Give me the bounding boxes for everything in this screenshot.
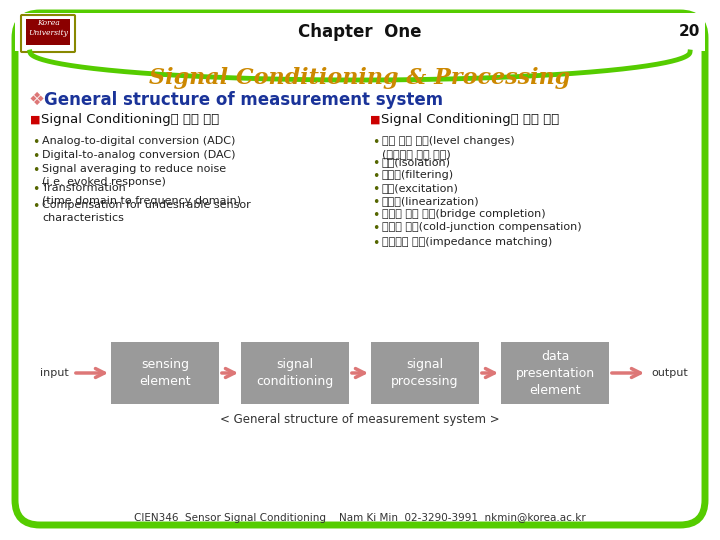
- Text: ■: ■: [30, 115, 40, 125]
- Text: •: •: [32, 183, 40, 196]
- Text: •: •: [372, 209, 379, 222]
- Text: 브리지 회로 완성(bridge completion): 브리지 회로 완성(bridge completion): [382, 209, 546, 219]
- Text: 신호 레벨 조정(level changes)
(신호증폭 또는 감소): 신호 레벨 조정(level changes) (신호증폭 또는 감소): [382, 136, 515, 159]
- Text: •: •: [372, 222, 379, 235]
- Text: 구동(excitation): 구동(excitation): [382, 183, 459, 193]
- FancyBboxPatch shape: [26, 19, 70, 45]
- Text: •: •: [32, 200, 40, 213]
- Text: Digital-to-analog conversion (DAC): Digital-to-analog conversion (DAC): [42, 150, 235, 160]
- Text: Chapter  One: Chapter One: [298, 23, 422, 41]
- Text: Korea
University: Korea University: [28, 19, 68, 37]
- Text: Signal averaging to reduce noise
(i.e. evoked response): Signal averaging to reduce noise (i.e. e…: [42, 164, 226, 187]
- Text: output: output: [651, 368, 688, 378]
- Text: Analog-to-digital conversion (ADC): Analog-to-digital conversion (ADC): [42, 136, 235, 146]
- Text: •: •: [372, 196, 379, 209]
- Text: Transformation
(time domain to frequency domain): Transformation (time domain to frequency…: [42, 183, 241, 206]
- Text: General structure of measurement system: General structure of measurement system: [44, 91, 443, 109]
- Text: 분리(isolation): 분리(isolation): [382, 157, 451, 167]
- Bar: [15, 13, 705, 51]
- Text: •: •: [372, 183, 379, 196]
- Text: 필터링(filtering): 필터링(filtering): [382, 170, 454, 180]
- FancyBboxPatch shape: [371, 342, 479, 404]
- FancyBboxPatch shape: [21, 15, 75, 52]
- FancyBboxPatch shape: [501, 342, 609, 404]
- Text: •: •: [372, 157, 379, 170]
- Text: CIEN346  Sensor Signal Conditioning    Nam Ki Min  02-3290-3991  nkmin@korea.ac.: CIEN346 Sensor Signal Conditioning Nam K…: [134, 513, 586, 523]
- Text: 20: 20: [679, 24, 700, 39]
- Text: signal
conditioning: signal conditioning: [256, 358, 333, 388]
- Text: ❖: ❖: [28, 91, 44, 109]
- Text: ■: ■: [370, 115, 380, 125]
- Text: •: •: [372, 237, 379, 250]
- Text: input: input: [40, 368, 69, 378]
- Text: 냉접점 보상(cold-junction compensation): 냉접점 보상(cold-junction compensation): [382, 222, 582, 232]
- Text: Signal Conditioning & Processing: Signal Conditioning & Processing: [149, 67, 571, 89]
- Text: 임피던스 정합(impedance matching): 임피던스 정합(impedance matching): [382, 237, 552, 247]
- Text: •: •: [372, 170, 379, 183]
- Text: signal
processing: signal processing: [391, 358, 459, 388]
- Text: •: •: [372, 136, 379, 149]
- Text: •: •: [32, 164, 40, 177]
- Text: 선형화(linearization): 선형화(linearization): [382, 196, 480, 206]
- Text: data
presentation
element: data presentation element: [516, 349, 595, 396]
- Text: sensing
element: sensing element: [139, 358, 191, 388]
- Text: •: •: [32, 136, 40, 149]
- FancyBboxPatch shape: [241, 342, 349, 404]
- Text: < General structure of measurement system >: < General structure of measurement syste…: [220, 414, 500, 427]
- Text: Compensation for undesirable sensor
characteristics: Compensation for undesirable sensor char…: [42, 200, 251, 223]
- FancyBboxPatch shape: [111, 342, 219, 404]
- Text: Signal Conditioning의 역할 분류: Signal Conditioning의 역할 분류: [41, 113, 220, 126]
- Text: Signal Conditioning의 세부 역할: Signal Conditioning의 세부 역할: [381, 113, 559, 126]
- FancyBboxPatch shape: [15, 13, 705, 525]
- Text: •: •: [32, 150, 40, 163]
